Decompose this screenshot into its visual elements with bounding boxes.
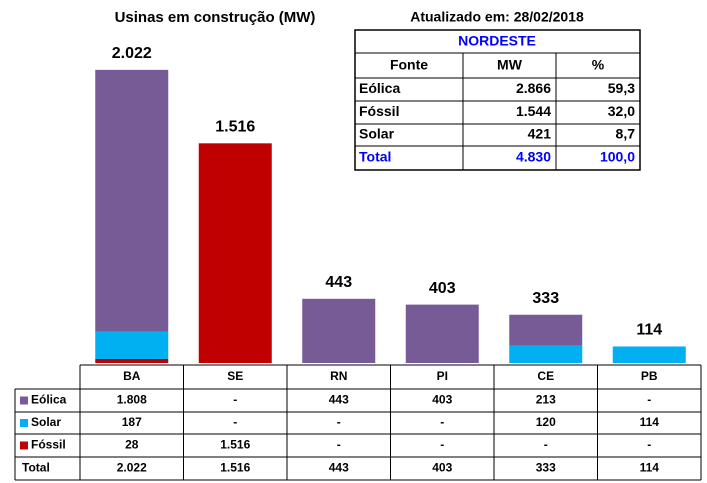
table-cell: -	[647, 393, 651, 407]
total-row-label: Total	[22, 461, 50, 475]
table-cell: 114	[640, 415, 660, 429]
bar-segment	[95, 358, 169, 363]
table-cell: 213	[536, 393, 556, 407]
table-cell: 1.516	[220, 461, 250, 475]
bar-segment	[95, 331, 169, 359]
total-label: 403	[429, 280, 456, 297]
bar-segment	[198, 143, 272, 363]
table-cell: 443	[329, 393, 349, 407]
table-cell: 2.022	[117, 461, 147, 475]
legend-swatch	[20, 419, 28, 427]
total-label: 443	[325, 274, 352, 291]
summary-box	[354, 29, 641, 171]
bar-segment	[95, 69, 169, 332]
summary-region: NORDESTE	[458, 33, 536, 49]
x-tick-label: PI	[437, 369, 448, 383]
summary-cell: 4.830	[516, 149, 551, 165]
summary-header: Fonte	[390, 57, 428, 73]
summary-cell: 59,3	[608, 80, 635, 96]
table-cell: 1.808	[117, 393, 147, 407]
table-cell: -	[337, 415, 341, 429]
table-cell: -	[233, 415, 237, 429]
summary-cell: Eólica	[359, 80, 400, 96]
total-label: 2.022	[112, 45, 152, 62]
chart-title: Usinas em construção (MW)	[115, 9, 316, 26]
summary-cell: 32,0	[608, 103, 635, 119]
x-tick-label: PB	[641, 369, 658, 383]
bar-segment	[612, 346, 686, 363]
table-cell: 120	[536, 415, 556, 429]
table-cell: 28	[125, 438, 139, 452]
table-cell: 187	[122, 415, 142, 429]
summary-cell: 100,0	[600, 149, 635, 165]
summary-title: Atualizado em: 28/02/2018	[410, 9, 584, 25]
table-cell: 443	[329, 461, 349, 475]
table-cell: 333	[536, 461, 556, 475]
summary-cell: 421	[528, 126, 552, 142]
legend-label: Fóssil	[31, 438, 66, 452]
x-tick-label: CE	[537, 369, 554, 383]
x-tick-label: RN	[330, 369, 347, 383]
summary-header: MW	[497, 57, 523, 73]
table-cell: -	[233, 393, 237, 407]
summary-cell: 8,7	[616, 126, 636, 142]
legend-label: Solar	[31, 415, 61, 429]
total-label: 333	[532, 290, 559, 307]
x-tick-label: SE	[227, 369, 243, 383]
summary-cell: Solar	[359, 126, 395, 142]
table-cell: -	[647, 438, 651, 452]
x-tick-label: BA	[123, 369, 141, 383]
table-cell: 403	[432, 393, 452, 407]
bar-segment	[405, 304, 479, 363]
table-cell: -	[440, 415, 444, 429]
summary-cell: 2.866	[516, 80, 551, 96]
table-cell: -	[337, 438, 341, 452]
summary-cell: 1.544	[516, 103, 551, 119]
bar-segment	[509, 345, 583, 363]
table-cell: -	[440, 438, 444, 452]
legend-swatch	[20, 441, 28, 450]
legend-label: Eólica	[31, 393, 67, 407]
table-cell: 403	[432, 461, 452, 475]
bar-segment	[302, 298, 376, 363]
table-cell: 114	[640, 461, 660, 475]
summary-cell: Fóssil	[359, 103, 399, 119]
total-label: 114	[636, 322, 662, 339]
total-label: 1.516	[215, 119, 255, 136]
bar-segment	[509, 314, 583, 346]
table-cell: 1.516	[220, 438, 250, 452]
summary-header: %	[592, 57, 605, 73]
table-cell: -	[544, 438, 548, 452]
legend-swatch	[20, 396, 28, 405]
summary-cell: Total	[359, 149, 391, 165]
